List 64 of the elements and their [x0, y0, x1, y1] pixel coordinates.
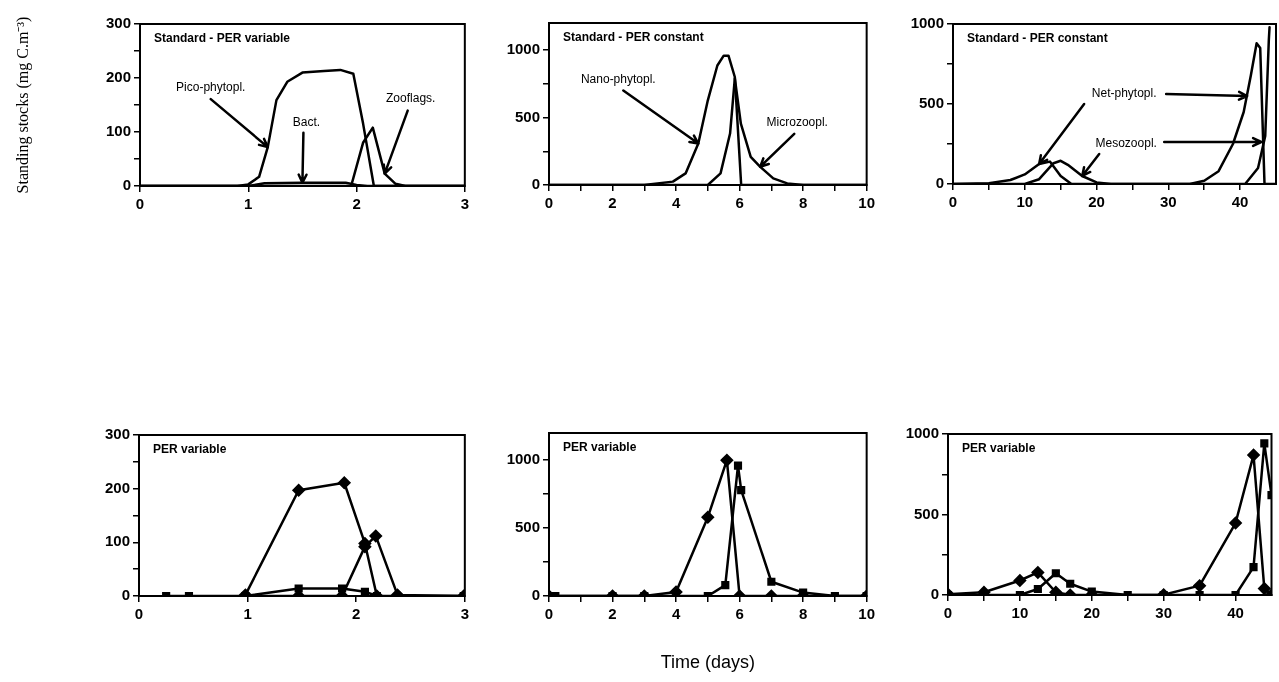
y-tick-label: 500 [913, 504, 939, 522]
x-tick-label: 6 [735, 605, 744, 623]
x-tick-label: 0 [135, 195, 145, 213]
x-tick-label: 40 [1231, 193, 1249, 211]
annotation: Nano-phytopl. [580, 71, 656, 86]
y-tick-label: 1000 [905, 424, 939, 442]
y-tick-label: 500 [514, 518, 540, 536]
y-tick-label: 0 [531, 586, 540, 604]
x-tick-label: 30 [1159, 193, 1177, 211]
y-tick-label: 0 [531, 175, 540, 193]
x-tick-label: 0 [134, 605, 144, 623]
x-tick-label: 20 [1083, 604, 1101, 622]
x-tick-label: 3 [460, 195, 469, 213]
y-tick-label: 500 [918, 94, 944, 112]
y-tick-label: 1000 [506, 450, 540, 468]
x-tick-label: 2 [352, 195, 361, 213]
x-tick-label: 8 [798, 194, 808, 212]
annotation: Mesozoopl. [1095, 136, 1157, 151]
y-tick-label: 1000 [910, 14, 944, 32]
y-tick-label: 0 [930, 585, 939, 603]
x-tick-label: 2 [352, 605, 361, 623]
y-tick-label: 100 [104, 532, 130, 550]
x-tick-label: 10 [1016, 193, 1034, 211]
x-tick-label: 40 [1227, 604, 1244, 622]
text: Standard - PER constant [967, 31, 1108, 46]
annotation: Zooflags. [386, 90, 436, 105]
x-tick-label: 4 [671, 194, 681, 212]
y-tick-label: 300 [105, 14, 131, 32]
x-tick-label: 8 [798, 605, 808, 623]
text: Standard - PER variable [154, 31, 291, 46]
x-tick-label: 30 [1155, 604, 1173, 622]
x-tick-label: 2 [608, 605, 617, 623]
y-tick-label: 0 [121, 586, 130, 604]
text: PER variable [563, 440, 637, 455]
y-tick-label: 500 [514, 107, 540, 125]
y-tick-label: 1000 [506, 40, 540, 58]
x-tick-label: 0 [948, 193, 958, 211]
y-tick-label: 0 [935, 174, 944, 192]
x-tick-label: 3 [460, 605, 469, 623]
y-tick-label: 0 [122, 176, 131, 194]
x-tick-label: 0 [544, 194, 554, 212]
text: Standard - PER constant [563, 30, 704, 45]
text: PER variable [153, 442, 227, 457]
y-tick-label: 200 [104, 478, 130, 496]
y-axis-title: Standing stocks (mg C.m⁻³) [13, 16, 32, 194]
x-tick-label: 0 [544, 605, 554, 623]
annotation: Bact. [292, 115, 321, 130]
x-tick-label: 1 [244, 195, 253, 213]
y-tick-label: 200 [105, 68, 131, 86]
text: PER variable [962, 441, 1036, 456]
annotation: Net-phytopl. [1091, 86, 1157, 101]
annotation: Microzoopl. [766, 115, 828, 130]
x-axis-title: Time (days) [660, 652, 755, 673]
x-tick-label: 10 [858, 605, 875, 623]
x-tick-label: 20 [1088, 193, 1105, 211]
x-tick-label: 1 [243, 605, 252, 623]
x-tick-label: 2 [608, 194, 617, 212]
annotation: Pico-phytopl. [176, 80, 246, 95]
x-tick-label: 4 [671, 605, 681, 623]
x-tick-label: 10 [858, 194, 875, 212]
x-tick-label: 10 [1011, 604, 1029, 622]
x-tick-label: 6 [735, 194, 744, 212]
y-tick-label: 300 [104, 425, 130, 443]
y-tick-label: 100 [105, 122, 131, 140]
